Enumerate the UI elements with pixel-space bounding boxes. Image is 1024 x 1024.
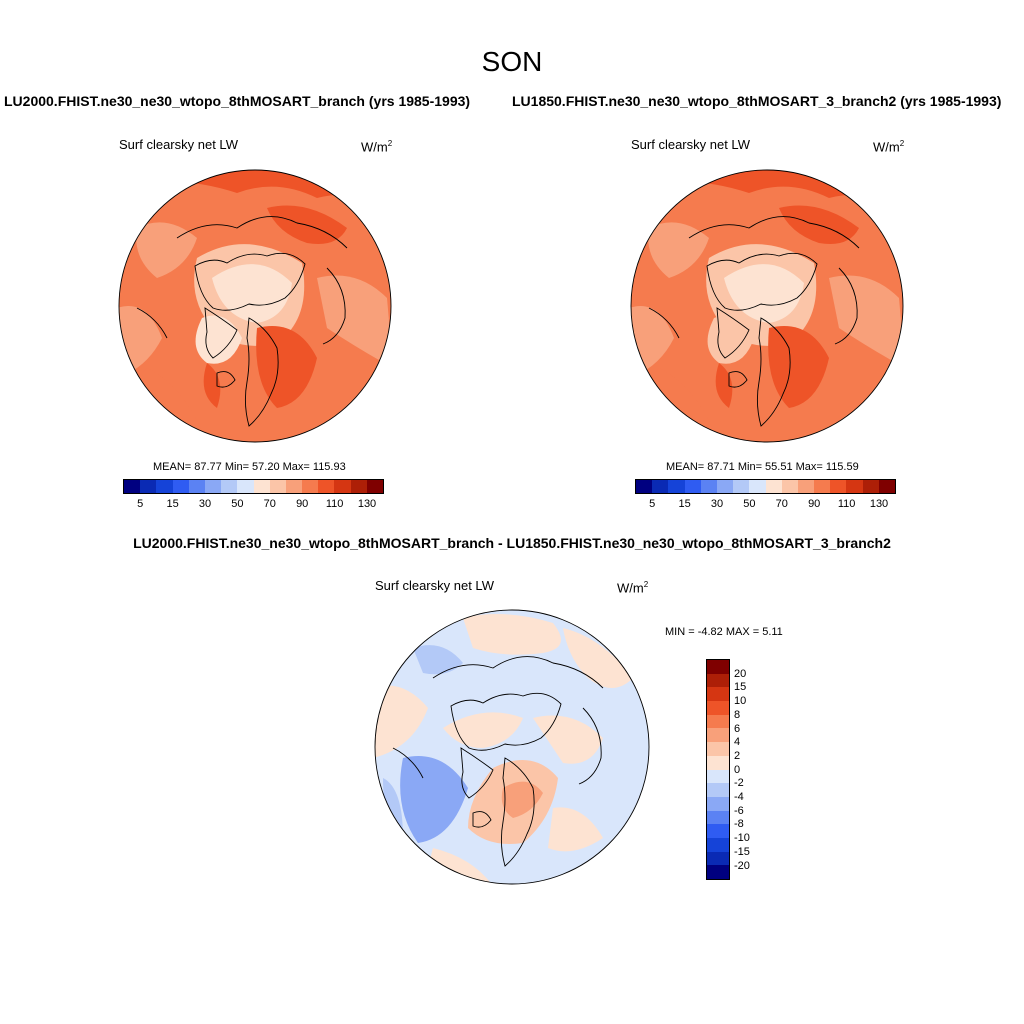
colorbar-swatch bbox=[707, 769, 729, 784]
panel1-stats: MEAN= 87.77 Min= 57.20 Max= 115.93 bbox=[153, 461, 346, 473]
colorbar-swatch bbox=[707, 865, 729, 879]
colorbar-tick-label: 110 bbox=[325, 498, 344, 510]
colorbar-swatch bbox=[140, 480, 157, 493]
diff-colorbar bbox=[706, 659, 730, 880]
panel2-polar-map bbox=[630, 169, 904, 443]
panel2-unit-label: W/m2 bbox=[873, 139, 905, 155]
panel2-stats: MEAN= 87.71 Min= 55.51 Max= 115.59 bbox=[666, 461, 859, 473]
panel1-unit-label: W/m2 bbox=[361, 139, 393, 155]
colorbar-swatch bbox=[707, 783, 729, 797]
colorbar-swatch bbox=[707, 660, 729, 674]
colorbar-swatch bbox=[878, 480, 895, 493]
colorbar-tick-label: 130 bbox=[869, 498, 889, 510]
colorbar-swatch bbox=[707, 810, 729, 825]
colorbar-tick-label: 90 bbox=[296, 498, 309, 510]
colorbar-tick-label: 70 bbox=[775, 498, 788, 510]
colorbar-swatch bbox=[700, 480, 717, 493]
colorbar-tick-label: 4 bbox=[734, 736, 741, 749]
colorbar-tick-label: 130 bbox=[357, 498, 377, 510]
colorbar-swatch bbox=[707, 687, 729, 702]
colorbar-tick-label: 90 bbox=[808, 498, 821, 510]
colorbar-swatch bbox=[318, 480, 335, 493]
colorbar-tick-label: -4 bbox=[734, 791, 744, 803]
panel1-polar-map bbox=[118, 169, 392, 443]
panel1-colorbar bbox=[123, 479, 384, 494]
colorbar-swatch bbox=[285, 480, 303, 493]
colorbar-swatch bbox=[302, 480, 319, 493]
colorbar-tick-label: 15 bbox=[166, 498, 179, 510]
colorbar-swatch bbox=[124, 480, 141, 493]
colorbar-tick-label: 110 bbox=[837, 498, 856, 510]
colorbar-swatch bbox=[636, 480, 653, 493]
colorbar-tick-label: 15 bbox=[678, 498, 691, 510]
colorbar-swatch bbox=[781, 480, 798, 493]
diff-variable-label: Surf clearsky net LW bbox=[375, 578, 494, 593]
colorbar-tick-label: -10 bbox=[734, 832, 750, 845]
colorbar-swatch bbox=[707, 728, 729, 743]
colorbar-tick-label: 10 bbox=[734, 695, 747, 708]
colorbar-swatch bbox=[366, 480, 383, 493]
colorbar-swatch bbox=[707, 701, 729, 715]
colorbar-swatch bbox=[237, 480, 254, 493]
season-title: SON bbox=[481, 46, 543, 77]
panel2-colorbar bbox=[635, 479, 896, 494]
diff-unit-label: W/m2 bbox=[617, 580, 649, 596]
colorbar-swatch bbox=[172, 480, 189, 493]
colorbar-swatch bbox=[707, 796, 729, 811]
colorbar-swatch bbox=[204, 480, 222, 493]
colorbar-swatch bbox=[797, 480, 815, 493]
colorbar-swatch bbox=[707, 714, 729, 729]
colorbar-tick-label: 70 bbox=[263, 498, 276, 510]
colorbar-swatch bbox=[707, 851, 729, 866]
panel1-case-title: LU2000.FHIST.ne30_ne30_wtopo_8thMOSART_b… bbox=[4, 93, 471, 109]
colorbar-tick-label: 6 bbox=[734, 722, 741, 735]
colorbar-tick-label: -2 bbox=[734, 777, 744, 790]
colorbar-swatch bbox=[668, 480, 685, 493]
colorbar-swatch bbox=[269, 480, 286, 493]
colorbar-swatch bbox=[253, 480, 270, 493]
colorbar-tick-label: 8 bbox=[734, 708, 741, 721]
colorbar-swatch bbox=[707, 824, 729, 838]
colorbar-swatch bbox=[221, 480, 238, 493]
colorbar-swatch bbox=[156, 480, 173, 493]
colorbar-tick-label: 50 bbox=[231, 498, 244, 510]
panel2-case-title: LU1850.FHIST.ne30_ne30_wtopo_8thMOSART_3… bbox=[512, 93, 1002, 109]
colorbar-swatch bbox=[716, 480, 734, 493]
colorbar-swatch bbox=[814, 480, 831, 493]
colorbar-tick-label: 20 bbox=[734, 667, 747, 680]
colorbar-swatch bbox=[707, 742, 729, 756]
colorbar-tick-label: 15 bbox=[734, 681, 747, 694]
colorbar-tick-label: 2 bbox=[734, 749, 741, 762]
colorbar-tick-label: -15 bbox=[734, 845, 750, 858]
colorbar-swatch bbox=[707, 837, 729, 852]
colorbar-tick-label: -8 bbox=[734, 818, 744, 831]
colorbar-swatch bbox=[846, 480, 863, 493]
colorbar-swatch bbox=[749, 480, 766, 493]
colorbar-tick-label: 5 bbox=[137, 498, 144, 510]
colorbar-swatch bbox=[684, 480, 701, 493]
colorbar-swatch bbox=[733, 480, 750, 493]
colorbar-tick-label: -20 bbox=[734, 859, 750, 872]
colorbar-swatch bbox=[830, 480, 847, 493]
colorbar-tick-label: 30 bbox=[710, 498, 724, 510]
colorbar-tick-label: 30 bbox=[198, 498, 212, 510]
colorbar-swatch bbox=[765, 480, 782, 493]
diff-polar-map bbox=[374, 609, 650, 885]
colorbar-swatch bbox=[350, 480, 367, 493]
panel2-variable-label: Surf clearsky net LW bbox=[631, 137, 750, 152]
colorbar-swatch bbox=[862, 480, 879, 493]
colorbar-tick-label: 50 bbox=[743, 498, 756, 510]
colorbar-swatch bbox=[188, 480, 205, 493]
colorbar-swatch bbox=[652, 480, 669, 493]
colorbar-tick-label: 0 bbox=[734, 763, 741, 776]
diff-case-title: LU2000.FHIST.ne30_ne30_wtopo_8thMOSART_b… bbox=[133, 535, 891, 551]
colorbar-swatch bbox=[334, 480, 351, 493]
panel1-variable-label: Surf clearsky net LW bbox=[119, 137, 238, 152]
colorbar-tick-label: 5 bbox=[649, 498, 656, 510]
colorbar-tick-label: -6 bbox=[734, 804, 744, 817]
colorbar-swatch bbox=[707, 673, 729, 688]
colorbar-swatch bbox=[707, 755, 729, 770]
diff-stats: MIN = -4.82 MAX = 5.11 bbox=[665, 626, 783, 638]
